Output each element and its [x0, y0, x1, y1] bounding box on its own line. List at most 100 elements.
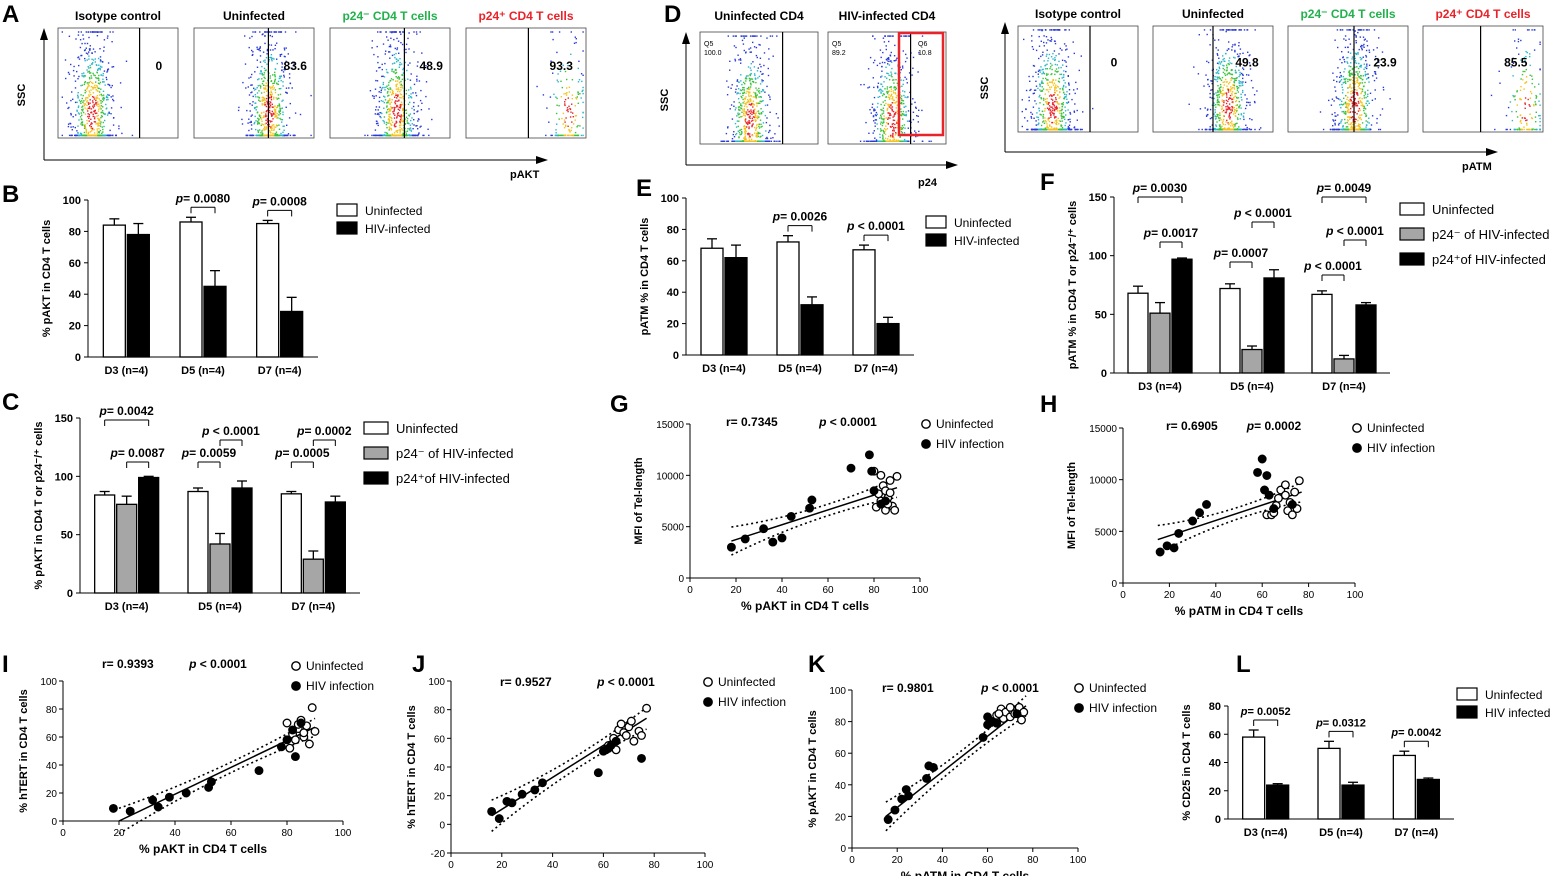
event-dot: [109, 31, 111, 33]
event-dot: [1213, 128, 1216, 131]
event-dot: [1372, 75, 1374, 77]
event-dot: [872, 115, 875, 118]
event-dot: [269, 103, 271, 105]
event-dot: [408, 97, 410, 99]
event-dot: [894, 44, 896, 47]
event-dot: [395, 134, 398, 137]
event-dot: [1045, 42, 1048, 44]
event-dot: [425, 81, 428, 83]
event-dot: [1360, 118, 1362, 121]
event-dot: [401, 133, 403, 135]
event-dot: [425, 65, 427, 67]
event-dot: [1231, 94, 1233, 96]
panel-letter-F: F: [1040, 169, 1055, 196]
event-dot: [87, 132, 89, 135]
event-dot: [1225, 121, 1227, 123]
event-dot: [755, 54, 758, 57]
event-dot: [570, 134, 572, 137]
event-dot: [1238, 126, 1240, 128]
event-dot: [746, 126, 748, 128]
event-dot: [285, 106, 287, 108]
event-dot: [569, 107, 571, 110]
event-dot: [879, 95, 881, 98]
event-dot: [94, 134, 96, 137]
event-dot: [1028, 99, 1030, 102]
event-dot: [737, 113, 739, 116]
event-dot: [1349, 85, 1351, 87]
event-dot: [1056, 123, 1058, 126]
event-dot: [95, 102, 98, 104]
event-dot: [886, 109, 888, 111]
event-dot: [902, 79, 905, 82]
event-dot: [907, 96, 909, 98]
event-dot: [1360, 104, 1362, 107]
event-dot: [575, 98, 578, 100]
event-dot: [92, 92, 95, 94]
event-dot: [1065, 96, 1067, 98]
event-dot: [892, 99, 894, 101]
event-dot: [393, 71, 395, 73]
event-dot: [747, 99, 749, 101]
event-dot: [886, 91, 888, 93]
event-dot: [417, 105, 420, 107]
event-dot: [407, 128, 409, 130]
event-dot: [1231, 108, 1233, 110]
event-dot: [270, 94, 272, 96]
event-dot: [413, 101, 415, 104]
event-dot: [394, 62, 396, 64]
event-dot: [874, 125, 876, 127]
event-dot: [1239, 81, 1241, 83]
event-dot: [263, 84, 265, 86]
event-dot: [733, 101, 735, 103]
event-dot: [421, 52, 423, 54]
event-dot: [102, 90, 105, 92]
event-dot: [727, 35, 729, 37]
event-dot: [381, 68, 383, 71]
event-dot: [738, 106, 741, 108]
event-dot: [98, 122, 101, 124]
event-dot: [1047, 73, 1049, 75]
event-dot: [1228, 98, 1230, 100]
event-dot: [411, 123, 413, 125]
event-dot: [409, 86, 412, 89]
event-dot: [89, 45, 91, 47]
event-dot: [1364, 81, 1366, 84]
event-dot: [1050, 36, 1052, 39]
event-dot: [378, 113, 380, 116]
event-dot: [98, 132, 100, 134]
event-dot: [743, 112, 745, 115]
event-dot: [258, 119, 260, 121]
event-dot: [911, 103, 913, 105]
event-dot: [284, 69, 286, 71]
event-dot: [412, 134, 415, 137]
event-dot: [76, 134, 79, 137]
event-dot: [1231, 73, 1234, 76]
event-dot: [1362, 104, 1364, 106]
event-dot: [577, 134, 579, 137]
event-dot: [739, 89, 742, 91]
event-dot: [895, 86, 897, 88]
event-dot: [761, 81, 763, 83]
arrow-head-up-D: [682, 32, 690, 44]
event-dot: [888, 90, 890, 92]
event-dot: [750, 111, 753, 113]
event-dot: [896, 121, 898, 123]
event-dot: [90, 127, 92, 129]
event-dot: [74, 134, 76, 137]
event-dot: [1047, 57, 1050, 59]
event-dot: [885, 122, 888, 124]
event-dot: [387, 91, 389, 93]
event-dot: [755, 127, 757, 130]
event-dot: [1219, 128, 1222, 131]
event-dot: [882, 122, 884, 124]
event-dot: [413, 119, 415, 121]
event-dot: [75, 114, 77, 116]
event-dot: [769, 96, 771, 98]
event-dot: [282, 85, 284, 87]
event-dot: [748, 95, 750, 98]
event-dot: [77, 92, 79, 94]
event-dot: [892, 129, 894, 132]
event-dot: [82, 34, 84, 36]
event-dot: [915, 135, 917, 138]
event-dot: [1074, 92, 1076, 95]
